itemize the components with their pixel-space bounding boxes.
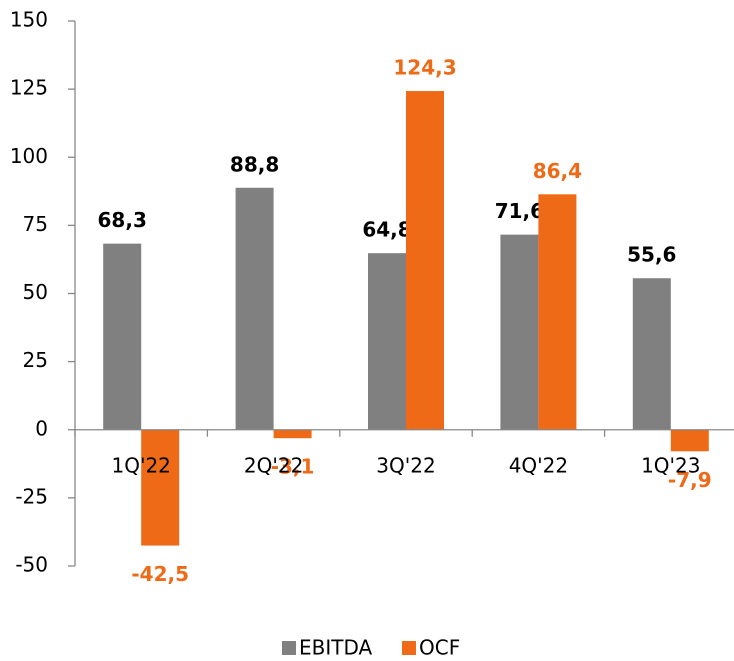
legend-label: EBITDA bbox=[299, 636, 373, 660]
value-label: 55,6 bbox=[627, 243, 676, 267]
bar bbox=[670, 429, 709, 452]
x-tick-label: 1Q'23 bbox=[641, 453, 700, 477]
x-tick-label: 2Q'22 bbox=[244, 453, 303, 477]
value-label: -3,1 bbox=[271, 455, 315, 479]
value-label: 124,3 bbox=[393, 56, 456, 80]
y-tick-label: 125 bbox=[10, 76, 48, 100]
x-tick-label: 3Q'22 bbox=[376, 453, 435, 477]
value-label: 86,4 bbox=[533, 159, 582, 183]
y-tick-label: 25 bbox=[23, 348, 48, 372]
y-tick-label: -25 bbox=[15, 484, 48, 508]
value-label: 88,8 bbox=[230, 152, 279, 176]
value-label: -42,5 bbox=[131, 562, 189, 586]
bar bbox=[406, 91, 444, 430]
bar bbox=[368, 253, 406, 430]
y-tick-label: 0 bbox=[35, 416, 48, 440]
bar bbox=[500, 234, 539, 430]
legend-swatch bbox=[282, 641, 296, 655]
legend-label: OCF bbox=[419, 636, 460, 660]
bar bbox=[538, 194, 577, 430]
bar bbox=[235, 187, 274, 430]
x-tick-label: 1Q'22 bbox=[111, 453, 170, 477]
bar bbox=[632, 278, 671, 430]
y-tick-label: -50 bbox=[15, 553, 48, 577]
x-tick-label: 4Q'22 bbox=[509, 453, 568, 477]
y-tick-label: 75 bbox=[23, 212, 48, 236]
y-tick-label: 150 bbox=[10, 8, 48, 32]
legend-swatch bbox=[402, 641, 416, 655]
value-label: 68,3 bbox=[98, 208, 147, 232]
bar bbox=[273, 429, 312, 439]
bar bbox=[103, 243, 142, 430]
value-label: 71,6 bbox=[495, 199, 544, 223]
value-label: -7,9 bbox=[668, 468, 712, 492]
value-label: 64,8 bbox=[362, 218, 411, 242]
y-tick-label: 50 bbox=[23, 280, 48, 304]
bar bbox=[141, 429, 180, 546]
y-tick-label: 100 bbox=[10, 144, 48, 168]
